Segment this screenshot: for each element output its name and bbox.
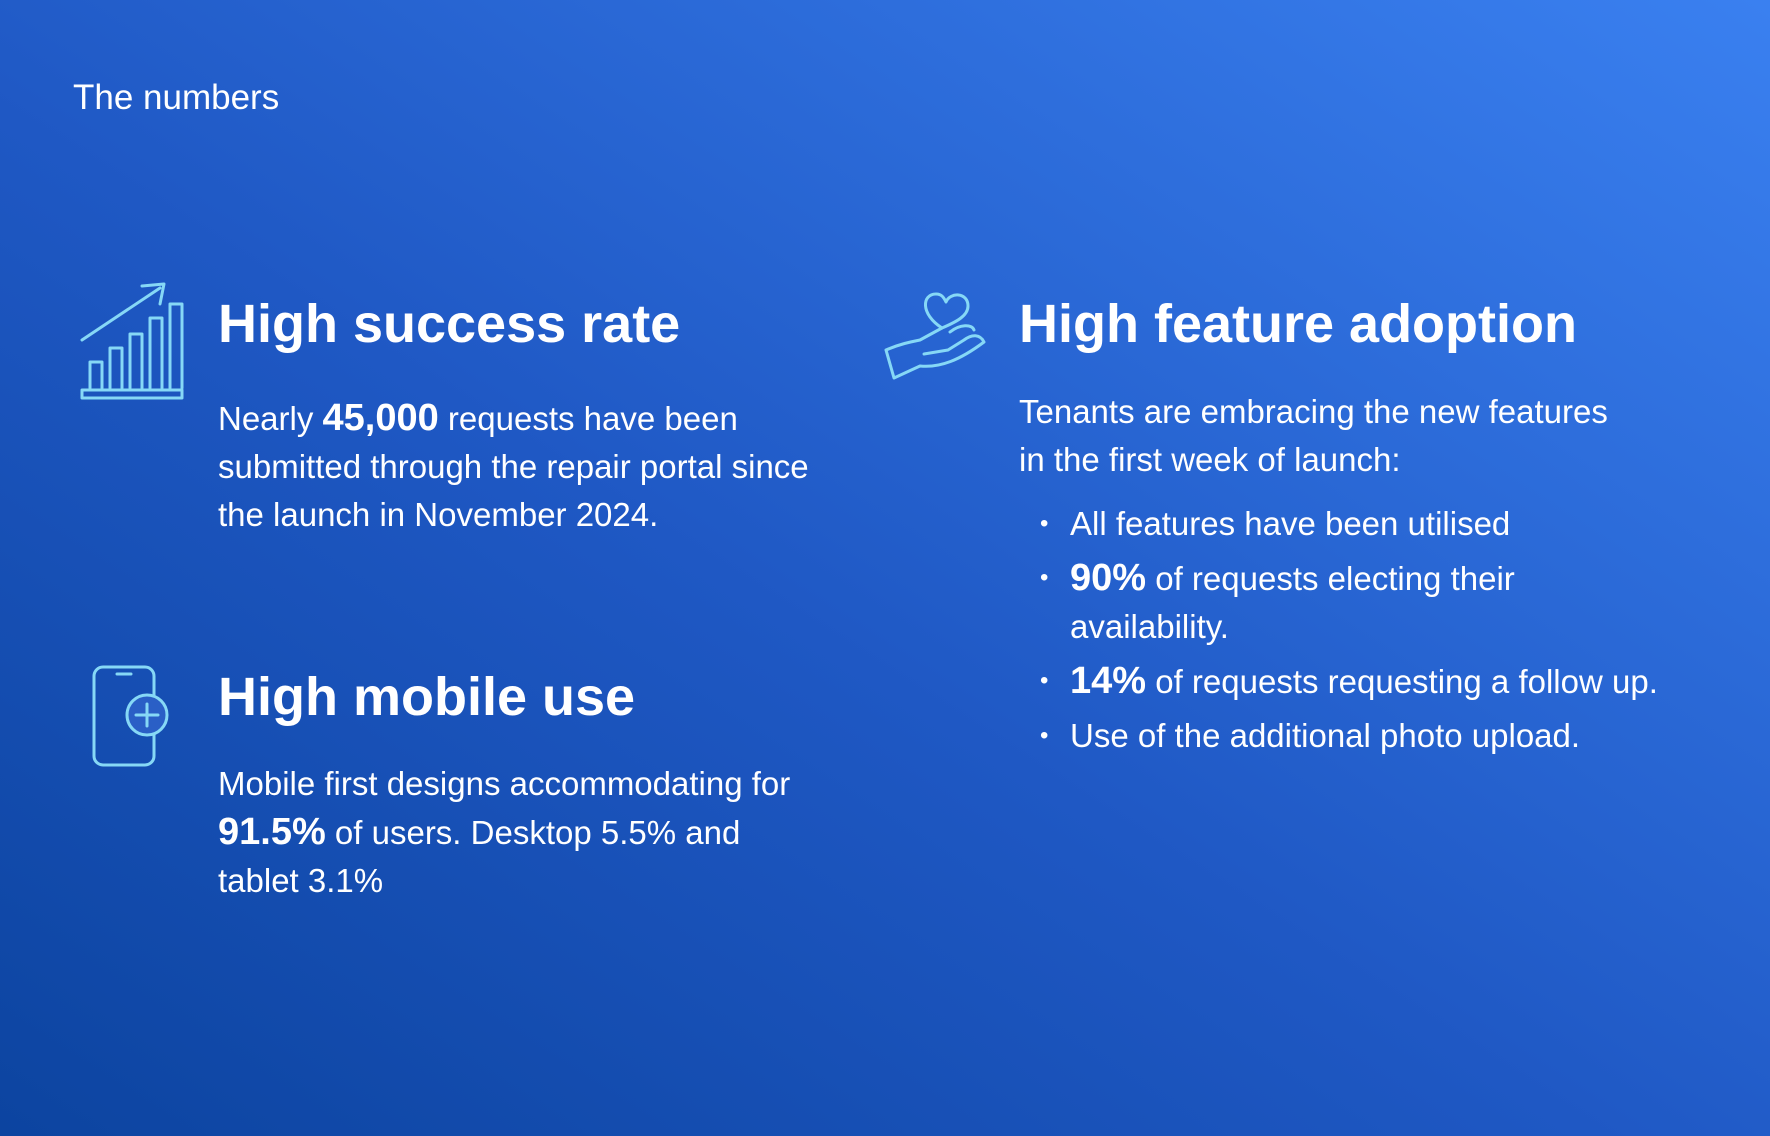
body-text: of requests electing their availability.	[1070, 560, 1515, 645]
card-body: Nearly 45,000 requests have been submitt…	[218, 394, 828, 539]
card-title: High feature adoption	[1019, 294, 1577, 354]
highlight-text: 45,000	[322, 397, 439, 439]
mobile-icon	[92, 665, 169, 767]
bullet-item: 14% of requests requesting a follow up.	[1020, 657, 1660, 706]
highlight-text: 91.5%	[218, 811, 326, 853]
body-text: of users. Desktop 5.5% and tablet 3.1%	[218, 814, 741, 899]
bullet-item: All features have been utilised	[1020, 500, 1660, 548]
card-title: High success rate	[218, 294, 681, 354]
body-text: Tenants are embracing the new features i…	[1019, 393, 1608, 478]
body-text: All features have been utilised	[1070, 505, 1511, 542]
body-text: Use of the additional photo upload.	[1070, 717, 1581, 754]
bullet-item: 90% of requests electing their availabil…	[1020, 554, 1660, 651]
highlight-text: 14%	[1070, 660, 1147, 702]
bullet-list: All features have been utilised 90% of re…	[1020, 500, 1660, 766]
bullet-item: Use of the additional photo upload.	[1020, 712, 1660, 760]
body-text: of requests requesting a follow up.	[1146, 663, 1658, 700]
card-title: High mobile use	[218, 667, 636, 727]
chart-icon	[80, 282, 184, 400]
body-text: Mobile first designs accommodating for	[218, 765, 791, 802]
card-body: Mobile first designs accommodating for 9…	[218, 760, 828, 905]
body-text: requests have been submitted through the…	[218, 400, 809, 533]
page-title: The numbers	[73, 78, 280, 117]
highlight-text: 90%	[1070, 557, 1147, 599]
card-body: Tenants are embracing the new features i…	[1019, 388, 1609, 484]
heart-hand-icon	[884, 292, 986, 380]
body-text: Nearly	[218, 400, 323, 437]
